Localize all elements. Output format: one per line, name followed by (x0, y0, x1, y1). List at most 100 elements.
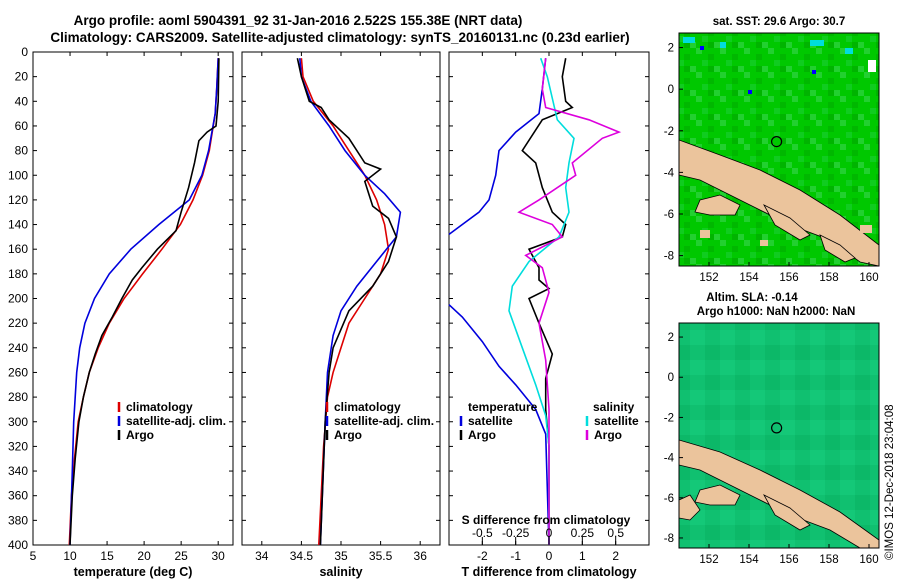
differences-series-t-satellite-deep- (448, 304, 550, 546)
depth-tick-label: 400 (8, 538, 28, 552)
sst-land (679, 37, 879, 266)
map-ytick-label: 2 (668, 332, 674, 344)
salinity-xtick-label: 35.5 (369, 549, 393, 563)
map-xtick-label: 152 (699, 272, 718, 284)
salinity-panel: 34 34.5 35 35.5 36 salinity climatologysatelli… (241, 51, 441, 579)
map-xtick-label: 158 (819, 554, 838, 566)
diff-legend-left-title: temperature (468, 400, 538, 414)
title-line-1: Argo profile: aoml 5904391_92 31-Jan-201… (74, 13, 523, 28)
temp-legend-label: Argo (126, 428, 154, 442)
differences-series-s-satellite (508, 57, 575, 545)
sal-legend-label: climatology (334, 400, 401, 414)
differences-xtick-label: -1 (510, 549, 521, 563)
diff-legend-label: satellite (594, 414, 639, 428)
depth-tick-label: 240 (8, 341, 28, 355)
depth-tick-label: 180 (8, 267, 28, 281)
map-xtick-label: 154 (739, 554, 759, 566)
map-ytick-label: 0 (668, 84, 674, 96)
differences-series-t-argo (521, 58, 574, 545)
temperature-xtick-label: 20 (137, 549, 151, 563)
map-xtick-label: 154 (739, 272, 759, 284)
differences-xtick-label: 1 (579, 549, 586, 563)
sst-map-axes: 152 154 156 158 160 -8 -6 -4 -2 0 2 (664, 43, 879, 284)
depth-tick-label: 120 (8, 193, 28, 207)
map-xtick-label: 158 (819, 272, 838, 284)
map-xtick-label: 156 (779, 272, 798, 284)
map-ytick-label: -4 (664, 453, 675, 465)
temperature-xtick-label: 30 (212, 549, 226, 563)
footer-stamp: ©IMOS 12-Dec-2018 23:04:08 (884, 404, 896, 560)
diff-legend-label: satellite (468, 414, 513, 428)
map-xtick-label: 160 (859, 272, 878, 284)
depth-tick-label: 320 (8, 439, 28, 453)
depth-tick-label: 300 (8, 415, 28, 429)
sdiff-tick-label: 0.5 (607, 526, 624, 540)
temperature-xtick-label: 15 (100, 549, 114, 563)
temperature-xtick-label: 25 (174, 549, 188, 563)
differences-xtick-label: 2 (612, 549, 619, 563)
temp-legend-label: climatology (126, 400, 193, 414)
differences-series-t-satellite (448, 58, 547, 236)
sst-argo-marker (770, 136, 783, 148)
depth-tick-label: 220 (8, 316, 28, 330)
temperature-series-argo (69, 58, 220, 546)
depth-tick-label: 380 (8, 513, 28, 527)
depth-tick-label: 360 (8, 489, 28, 503)
map-ytick-label: -6 (664, 209, 674, 221)
sla-map: 152 154 156 158 160 -8 -6 -4 -2 0 2 (664, 322, 880, 566)
sla-argo-marker (770, 422, 783, 434)
map-xtick-label: 152 (699, 554, 718, 566)
map-ytick-label: -2 (664, 126, 674, 138)
sla-map-subtitle: Argo h1000: NaN h2000: NaN (697, 306, 856, 318)
salinity-xlabel: salinity (319, 565, 362, 579)
depth-tick-label: 40 (15, 94, 29, 108)
salinity-series-argo (296, 58, 398, 546)
salinity-xtick-label: 36 (414, 549, 428, 563)
map-ytick-label: 2 (668, 43, 674, 55)
difference-panel: -2 -1 0 1 2 T difference from climatology -0.5… (448, 51, 650, 579)
temperature-xtick-label: 10 (63, 549, 77, 563)
map-ytick-label: -6 (664, 493, 674, 505)
depth-tick-label: 160 (8, 242, 28, 256)
depth-tick-label: 20 (15, 70, 29, 84)
map-ytick-label: 0 (668, 372, 674, 384)
temperature-xlabel: temperature (deg C) (74, 565, 193, 579)
salinity-xtick-label: 35 (334, 549, 348, 563)
sal-legend-label: satellite-adj. clim. (334, 414, 434, 428)
map-xtick-label: 156 (779, 554, 798, 566)
sla-map-title: Altim. SLA: -0.14 (706, 292, 798, 304)
depth-tick-label: 200 (8, 292, 28, 306)
temp-legend-label: satellite-adj. clim. (126, 414, 226, 428)
map-ytick-label: -2 (664, 412, 674, 424)
differences-xtick-label: 0 (546, 549, 553, 563)
depth-tick-label: 100 (8, 168, 28, 182)
depth-tick-label: 60 (15, 119, 29, 133)
sla-map-axes: 152 154 156 158 160 -8 -6 -4 -2 0 2 (664, 332, 879, 566)
depth-tick-label: 280 (8, 390, 28, 404)
temperature-xtick-label: 5 (30, 549, 37, 563)
salinity-plot-area (241, 51, 441, 546)
sdiff-axis-label: S difference from climatology (462, 513, 631, 527)
sla-land (679, 439, 879, 548)
salinity-xtick-label: 34 (255, 549, 269, 563)
sal-legend-label: Argo (334, 428, 362, 442)
diff-legend-label: Argo (594, 428, 622, 442)
depth-tick-label: 140 (8, 218, 28, 232)
differences-xlabel: T difference from climatology (461, 565, 636, 579)
map-xtick-label: 160 (859, 554, 878, 566)
title-line-2: Climatology: CARS2009. Satellite-adjuste… (50, 30, 629, 45)
depth-tick-label: 340 (8, 464, 28, 478)
diff-legend-right-title: salinity (593, 400, 635, 414)
temperature-panel: 0 20 40 60 80 100 120 140 160 180 200 220 240 260 280 3… (8, 45, 234, 579)
temperature-series-satellite-adj-clim- (69, 58, 219, 546)
sdiff-tick-label: -0.5 (472, 526, 493, 540)
depth-tick-label: 80 (15, 144, 29, 158)
sdiff-tick-label: 0.25 (571, 526, 595, 540)
map-ytick-label: -4 (664, 167, 675, 179)
depth-tick-label: 0 (21, 45, 28, 59)
diff-legend-label: Argo (468, 428, 496, 442)
map-ytick-label: -8 (664, 251, 674, 263)
sst-map-title: sat. SST: 29.6 Argo: 30.7 (713, 16, 846, 28)
salinity-xtick-label: 34.5 (290, 549, 314, 563)
map-ytick-label: -8 (664, 533, 674, 545)
